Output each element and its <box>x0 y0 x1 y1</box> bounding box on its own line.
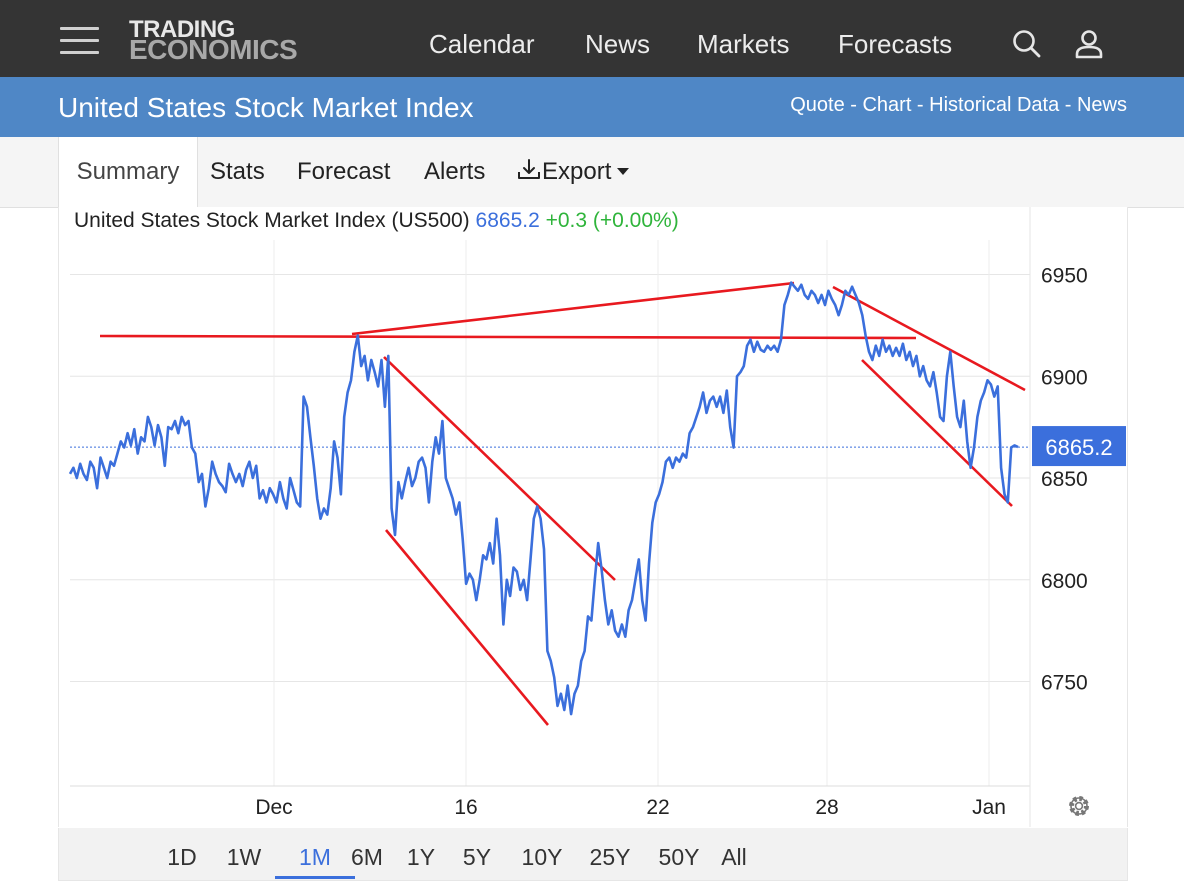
quick-links: Quote - Chart - Historical Data - News <box>790 94 1127 117</box>
link-separator: - <box>1059 94 1077 116</box>
nav-markets[interactable]: Markets <box>697 29 790 59</box>
nav-calendar[interactable]: Calendar <box>429 29 535 59</box>
range-button-1y[interactable]: 1Y <box>406 844 436 870</box>
price-chart[interactable]: 6750 6800 6850 6900 6950 Dec 16 22 28 Jan 6865.2 <box>0 0 1184 828</box>
hamburger-menu-icon[interactable] <box>60 25 100 57</box>
range-button-1m[interactable]: 1M <box>275 828 355 879</box>
tab-alerts[interactable]: Alerts <box>424 158 486 185</box>
search-icon[interactable] <box>1012 28 1042 60</box>
link-historical-data[interactable]: Historical Data <box>929 94 1060 116</box>
x-tick-label: Dec <box>255 796 292 819</box>
link-separator: - <box>911 94 930 116</box>
y-tick-label: 6950 <box>1041 265 1088 288</box>
chart-panel <box>58 207 1128 827</box>
x-tick-label: 16 <box>454 796 477 819</box>
range-button-50y[interactable]: 50Y <box>658 844 700 870</box>
link-chart[interactable]: Chart <box>862 94 912 116</box>
page-title: United States Stock Market Index <box>58 92 474 123</box>
trendline <box>385 529 549 726</box>
y-tick-label: 6850 <box>1041 468 1088 491</box>
range-button-1w[interactable]: 1W <box>226 844 262 870</box>
trading-economics-logo[interactable]: TRADING ECONOMICS <box>129 16 298 65</box>
page-title-bar: United States Stock Market Index Quote -… <box>0 77 1184 137</box>
instrument-name: United States Stock Market Index (US500) <box>74 209 470 232</box>
link-quote[interactable]: Quote <box>790 94 845 116</box>
download-icon <box>518 159 540 179</box>
trendline <box>383 356 616 581</box>
chart-grid <box>70 207 1031 827</box>
time-range-selector: 1D 1W 1M 6M 1Y 5Y 10Y 25Y 50Y All <box>58 828 1128 881</box>
tab-stats[interactable]: Stats <box>210 158 265 185</box>
y-tick-label: 6750 <box>1041 672 1088 695</box>
price-series-line <box>68 281 1019 716</box>
link-news[interactable]: News <box>1076 94 1127 116</box>
x-tick-label: 22 <box>646 796 669 819</box>
top-navigation-bar: TRADING ECONOMICS Calendar News Markets … <box>0 0 1184 77</box>
y-tick-label: 6900 <box>1041 366 1088 389</box>
tab-forecast[interactable]: Forecast <box>297 158 391 185</box>
export-dropdown[interactable]: Export <box>516 137 631 207</box>
trendline <box>99 334 917 340</box>
range-button-all[interactable]: All <box>721 844 747 870</box>
export-label: Export <box>542 158 612 185</box>
range-button-6m[interactable]: 6M <box>351 844 383 870</box>
range-button-1d[interactable]: 1D <box>167 844 197 870</box>
nav-forecasts[interactable]: Forecasts <box>838 29 953 59</box>
trendline <box>832 285 1026 392</box>
x-tick-label: 28 <box>815 796 838 819</box>
link-separator: - <box>844 94 863 116</box>
trendline <box>351 281 795 336</box>
tab-bar: Summary Stats Forecast Alerts Export <box>0 137 1184 208</box>
x-tick-label: Jan <box>972 796 1006 819</box>
last-price-marker: 6865.2 <box>1032 426 1126 467</box>
nav-news[interactable]: News <box>585 29 651 59</box>
user-account-icon[interactable] <box>1074 28 1104 60</box>
last-price-label: 6865.2 <box>1045 435 1112 460</box>
last-price-box <box>1032 426 1126 467</box>
caret-down-icon <box>617 168 630 175</box>
trendline <box>861 359 1013 507</box>
y-tick-label: 6800 <box>1041 570 1088 593</box>
chart-axes: 6750 6800 6850 6900 6950 Dec 16 22 28 Jan <box>255 265 1087 820</box>
tab-summary[interactable]: Summary <box>58 137 198 208</box>
price-change: +0.3 (+0.00%) <box>545 209 679 232</box>
chart-settings-icon[interactable] <box>1069 796 1089 816</box>
quote-header: United States Stock Market Index (US500)… <box>74 209 679 233</box>
current-price: 6865.2 <box>475 209 540 232</box>
logo-line-1: TRADING <box>129 16 235 43</box>
range-button-5y[interactable]: 5Y <box>462 844 492 870</box>
range-button-25y[interactable]: 25Y <box>589 844 631 870</box>
logo-line-2: ECONOMICS <box>129 34 298 65</box>
range-button-10y[interactable]: 10Y <box>521 844 563 870</box>
